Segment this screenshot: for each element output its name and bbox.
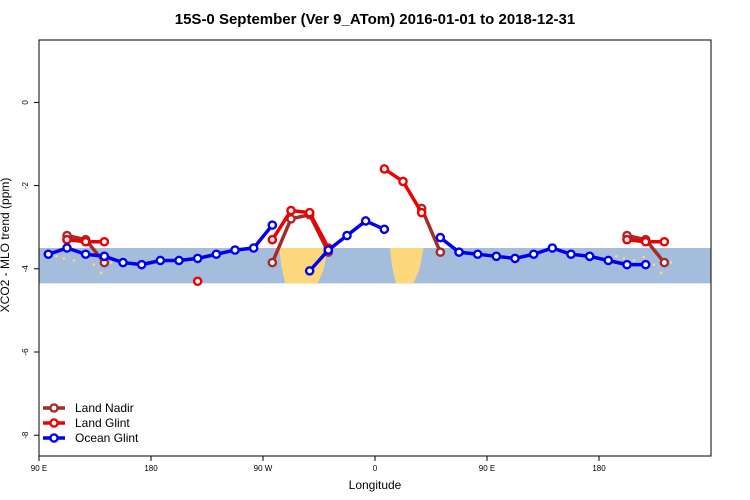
y-axis: 0 -2 -4 -6 -8 xyxy=(21,100,39,439)
y-tick-label: -8 xyxy=(21,431,30,439)
data-point xyxy=(622,234,632,245)
land-island xyxy=(669,261,673,264)
data-point xyxy=(211,249,222,260)
data-point xyxy=(155,255,166,266)
data-point xyxy=(286,205,296,216)
data-point xyxy=(603,255,614,266)
land-island xyxy=(632,259,636,262)
x-tick-label: 90 E xyxy=(31,464,47,473)
data-point xyxy=(566,249,576,260)
data-point xyxy=(342,230,352,241)
data-point xyxy=(360,216,371,226)
land-island xyxy=(652,263,656,266)
land-island xyxy=(99,271,103,275)
data-point xyxy=(435,247,446,257)
data-point xyxy=(267,234,278,245)
legend-label: Land Glint xyxy=(75,416,130,430)
data-point xyxy=(528,249,539,260)
y-tick-label: -6 xyxy=(21,348,30,356)
data-point xyxy=(304,207,315,218)
land-island xyxy=(72,259,76,262)
series-line xyxy=(270,208,330,249)
data-point xyxy=(80,236,91,247)
data-point xyxy=(584,251,595,262)
land-island xyxy=(659,271,663,275)
data-point xyxy=(640,236,651,247)
data-point xyxy=(267,220,278,230)
data-point xyxy=(323,245,334,255)
data-point xyxy=(659,236,670,247)
data-point xyxy=(230,245,240,255)
data-point xyxy=(622,259,632,270)
data-point xyxy=(248,243,259,253)
x-tick-label: 90 E xyxy=(479,464,495,473)
data-point xyxy=(99,236,110,247)
land-island xyxy=(615,255,618,258)
data-point xyxy=(547,243,558,253)
chart-title: 15S-0 September (Ver 9_ATom) 2016-01-01 … xyxy=(175,11,575,28)
land-south-america xyxy=(279,248,328,284)
data-point xyxy=(80,249,91,260)
data-point xyxy=(416,207,427,218)
land-island xyxy=(109,261,113,264)
data-point xyxy=(118,257,128,268)
data-point xyxy=(398,176,408,187)
x-tick-label: 180 xyxy=(592,464,606,473)
data-point xyxy=(267,257,278,268)
legend-marker xyxy=(49,403,59,413)
data-point xyxy=(379,164,390,174)
data-point xyxy=(510,253,520,264)
data-point xyxy=(174,255,184,266)
data-point xyxy=(454,247,464,257)
data-point xyxy=(62,234,72,245)
legend-marker xyxy=(49,418,59,428)
x-axis-label: Longitude xyxy=(349,478,402,492)
data-point xyxy=(62,243,72,253)
data-point xyxy=(379,224,390,235)
y-tick-label: -4 xyxy=(21,265,30,273)
data-point xyxy=(304,266,315,276)
background-map xyxy=(39,248,711,284)
data-point xyxy=(99,251,110,262)
data-point xyxy=(136,259,147,270)
data-point xyxy=(192,253,203,264)
land-island xyxy=(642,255,646,259)
land-island xyxy=(92,263,96,266)
land-island xyxy=(55,255,58,258)
x-tick-label: 0 xyxy=(373,464,378,473)
x-tick-label: 180 xyxy=(144,464,158,473)
y-tick-label: 0 xyxy=(21,100,30,105)
data-point xyxy=(640,259,651,270)
data-point xyxy=(491,251,502,262)
legend-label: Ocean Glint xyxy=(75,431,139,445)
y-axis-label: XCO2 - MLO trend (ppm) xyxy=(0,178,12,313)
series-layer xyxy=(43,164,670,287)
series-line xyxy=(383,167,424,214)
series-ocean-glint xyxy=(43,216,651,276)
data-point xyxy=(472,249,483,260)
data-point xyxy=(435,232,446,243)
land-island xyxy=(62,257,66,260)
data-point xyxy=(43,249,54,260)
x-axis: 90 E 180 90 W 0 90 E 180 xyxy=(31,456,606,473)
legend-marker xyxy=(49,433,59,443)
ocean-band xyxy=(39,248,711,284)
x-tick-label: 90 W xyxy=(254,464,273,473)
land-africa xyxy=(389,248,424,284)
land-island xyxy=(622,257,626,260)
data-point xyxy=(659,257,670,268)
legend-label: Land Nadir xyxy=(75,401,134,415)
data-point xyxy=(192,276,203,287)
y-tick-label: -2 xyxy=(21,181,30,189)
